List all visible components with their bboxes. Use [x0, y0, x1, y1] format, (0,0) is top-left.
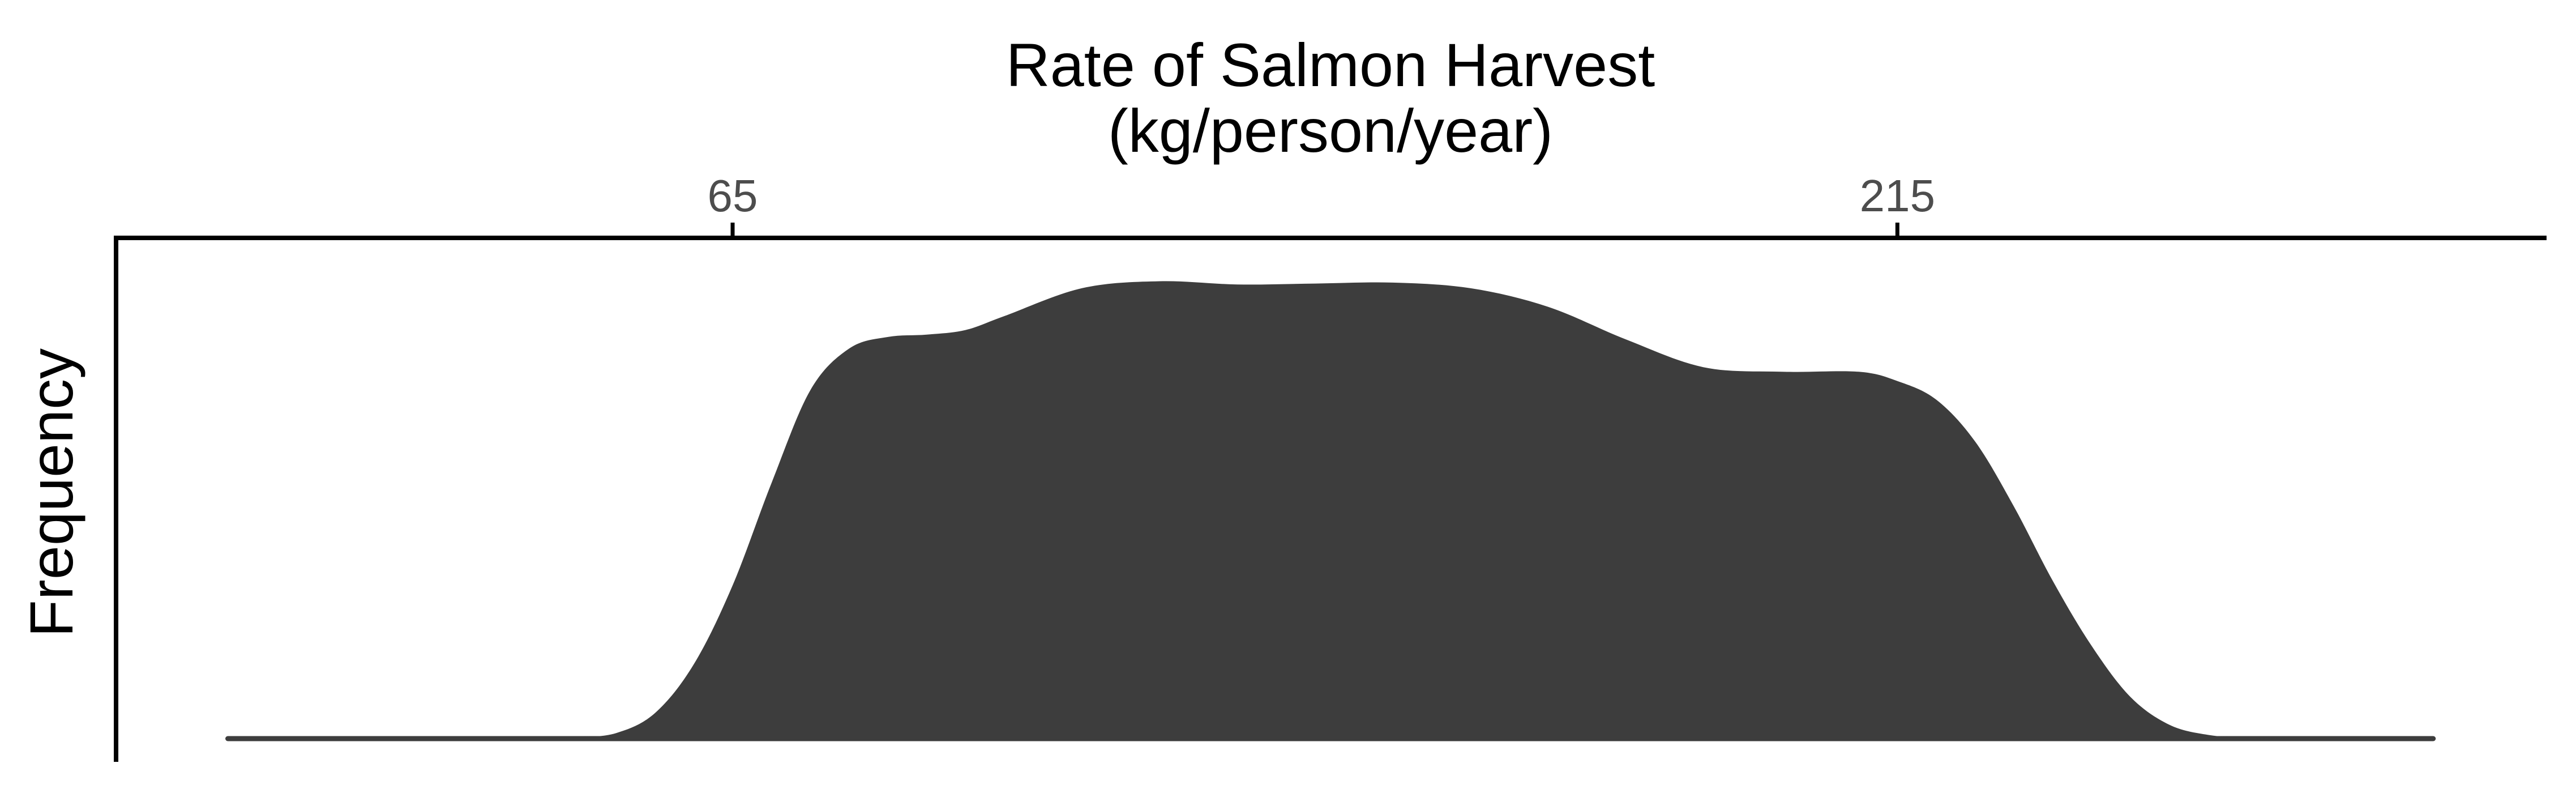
- chart-title-line-2: (kg/person/year): [1108, 96, 1553, 165]
- x-axis-ticks: 65 215: [708, 170, 1935, 238]
- x-tick-label: 65: [708, 170, 758, 221]
- density-marks: [225, 281, 2436, 741]
- chart-title-line-1: Rate of Salmon Harvest: [1006, 31, 1655, 99]
- y-axis-label: Frequency: [17, 348, 85, 637]
- x-tick-label: 215: [1860, 170, 1935, 221]
- density-area: [228, 281, 2433, 739]
